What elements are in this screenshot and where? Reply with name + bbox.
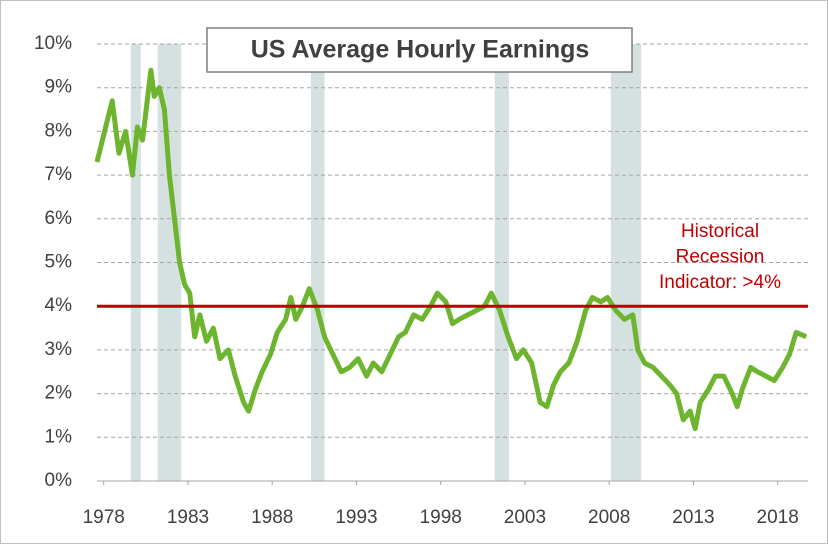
x-tick-label: 1988 <box>251 507 293 528</box>
y-tick-label: 9% <box>45 77 73 98</box>
y-tick-label: 7% <box>45 164 73 185</box>
y-tick-label: 1% <box>45 426 73 447</box>
title-box <box>206 27 633 73</box>
x-tick-label: 2003 <box>504 507 546 528</box>
x-tick-label: 1983 <box>167 507 209 528</box>
annotation: Recession <box>676 247 765 268</box>
x-tick-label: 2018 <box>757 507 799 528</box>
x-tick-label: 2008 <box>588 507 630 528</box>
y-tick-label: 6% <box>45 208 73 229</box>
x-tick-label: 1978 <box>83 507 125 528</box>
x-tick-label: 2013 <box>672 507 714 528</box>
series-line <box>94 67 808 432</box>
y-tick-label: 4% <box>45 295 73 316</box>
annotation: Historical <box>681 221 759 242</box>
annotation: Indicator: >4% <box>659 272 781 293</box>
y-tick-label: 10% <box>34 33 72 54</box>
x-tick-label: 1993 <box>335 507 377 528</box>
y-tick-label: 3% <box>45 339 73 360</box>
y-tick-label: 2% <box>45 383 73 404</box>
recession-band <box>494 44 509 481</box>
y-tick-label: 5% <box>45 252 73 273</box>
x-tick-label: 1998 <box>420 507 462 528</box>
chart-title: US Average Hourly Earnings <box>251 36 590 64</box>
y-tick-label: 8% <box>45 120 73 141</box>
y-tick-label: 0% <box>45 470 73 491</box>
